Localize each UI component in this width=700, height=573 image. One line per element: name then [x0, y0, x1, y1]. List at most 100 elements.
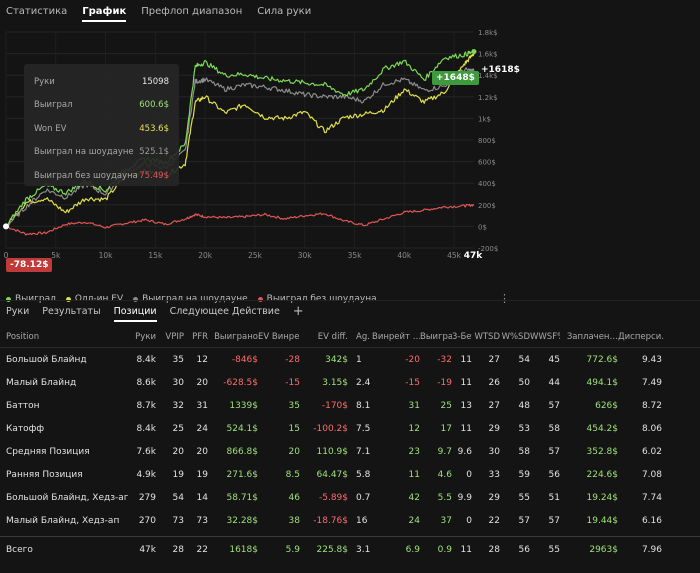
table-cell: 57 — [518, 515, 530, 526]
x-tick-label: 0 — [4, 251, 9, 260]
table-row[interactable]: Малый Блайнд 8.6k 30 20 -628.5$ -15 3.15$ 2.4 -1… — [0, 371, 700, 394]
table-cell: 1618$ — [229, 545, 258, 555]
table-cell: -15 — [405, 377, 420, 388]
table-cell: 626$ — [595, 400, 618, 411]
table-cell: 8.4k — [136, 354, 156, 365]
stat-label: Выиграл без шоудауна — [34, 170, 138, 181]
more-options-icon[interactable]: ⋮ — [499, 292, 510, 305]
table-cell: 6.16 — [641, 515, 662, 526]
column-header[interactable]: 3-Бет — [452, 331, 472, 342]
column-header[interactable]: W%SD — [501, 331, 530, 342]
legend-item[interactable]: Выиграл на шоудауне — [133, 294, 248, 304]
lower-tab[interactable]: Руки — [6, 305, 30, 317]
table-row[interactable]: Большой Блайнд, Хедз-ап 279 54 14 58.71$ 46 -5… — [0, 486, 700, 509]
table-cell: 1 — [356, 354, 362, 365]
table-cell: 57 — [548, 515, 560, 526]
top-tab[interactable]: График — [82, 0, 127, 24]
stat-label: Руки — [34, 76, 55, 87]
table-cell: 8.72 — [641, 400, 662, 411]
table-row[interactable]: Баттон 8.7k 32 31 1339$ 35 -170$ 8.1 31 25 13 27 48 5… — [0, 394, 700, 417]
column-header[interactable]: Руки — [135, 331, 156, 342]
table-cell: 454.2$ — [586, 423, 619, 434]
table-cell: 57 — [548, 400, 560, 411]
x-tick-label: 40k — [397, 251, 412, 260]
y-tick-label: 1.8k$ — [478, 29, 498, 37]
column-header[interactable]: PFR — [192, 331, 208, 342]
add-tab-icon[interactable]: + — [292, 304, 304, 319]
table-cell: 44 — [548, 377, 560, 388]
table-cell: 271.6$ — [226, 469, 259, 480]
column-header[interactable]: Выиграно — [214, 331, 258, 342]
table-cell: 8.1 — [356, 400, 371, 411]
table-cell: 8.06 — [641, 423, 662, 434]
y-tick-label: 800$ — [478, 137, 496, 145]
position-name: Средняя Позиция — [6, 446, 90, 457]
column-header[interactable]: Заплачен… — [566, 331, 618, 342]
y-tick-label: 400$ — [478, 180, 496, 188]
legend-item[interactable]: Олл-ин EV — [65, 294, 123, 304]
top-tab[interactable]: Статистика — [6, 6, 68, 17]
legend-label: Выиграл — [15, 294, 56, 304]
table-cell: 224.6$ — [586, 469, 619, 480]
column-header[interactable]: Position — [6, 331, 40, 342]
table-cell: 73 — [196, 515, 208, 526]
column-header[interactable]: EV diff. — [317, 331, 348, 342]
column-header[interactable]: Ag. — [356, 331, 370, 342]
column-header[interactable]: Выиграно… — [420, 331, 452, 342]
table-cell: 8.5 — [285, 469, 300, 480]
table-row[interactable]: Малый Блайнд, Хедз-ап 270 73 73 32.28$ 38 -18.… — [0, 509, 700, 532]
table-cell: 47k — [139, 545, 156, 555]
lower-tab[interactable]: Результаты — [42, 305, 101, 317]
table-cell: 19.44$ — [586, 515, 619, 526]
x-tick-label: 35k — [348, 251, 363, 260]
column-header[interactable]: WTSD — [474, 331, 500, 342]
table-cell: -628.5$ — [223, 377, 258, 388]
table-cell: 7.1 — [356, 446, 371, 457]
legend-dot-icon — [133, 296, 139, 302]
table-cell: 494.1$ — [586, 377, 619, 388]
table-cell: 25 — [440, 400, 452, 411]
table-cell: 48 — [518, 400, 530, 411]
table-cell: 7.5 — [356, 423, 371, 434]
table-cell: 19 — [196, 469, 208, 480]
legend-item[interactable]: Выиграл без шоудауна — [257, 294, 377, 304]
table-cell: 58 — [518, 446, 530, 457]
table-cell: 31 — [196, 400, 208, 411]
current-value-label: +1618$ — [481, 65, 520, 75]
table-cell: 772.6$ — [586, 354, 619, 365]
stat-value: 453.6$ — [139, 123, 169, 134]
y-tick-label: 1.4k$ — [478, 72, 498, 80]
position-name: Большой Блайнд, Хедз-ап — [6, 492, 128, 503]
table-cell: 22 — [196, 545, 208, 555]
table-row[interactable]: Катофф 8.4k 25 24 524.1$ 15 -100.2$ 7.5 12 17 11 29… — [0, 417, 700, 440]
legend-item[interactable]: Выиграл — [6, 294, 56, 304]
table-cell: 14 — [196, 492, 208, 503]
lower-tab[interactable]: Следующее Действие — [169, 305, 280, 317]
lower-tab[interactable]: Позиции — [113, 301, 157, 323]
legend-label: Выиграл на шоудауне — [142, 294, 248, 304]
column-header[interactable]: VPIP — [165, 331, 184, 342]
table-cell: 12 — [196, 354, 208, 365]
y-tick-label: 600$ — [478, 159, 496, 167]
table-cell: 8.7k — [136, 400, 156, 411]
table-cell: 29 — [488, 492, 500, 503]
table-row[interactable]: Ранняя Позиция 4.9k 19 19 271.6$ 8.5 64.47$ 5.8… — [0, 463, 700, 486]
table-cell: 45 — [548, 354, 560, 365]
lower-tabs: Руки Результаты Позиции Следующее Действие + — [0, 300, 700, 322]
table-cell: 0.9 — [437, 545, 452, 555]
column-header[interactable]: WWSF% — [530, 331, 560, 342]
top-tab[interactable]: Префлоп диапазон — [141, 6, 243, 17]
column-header[interactable]: EV Винре… — [258, 331, 300, 342]
y-tick-label: 200$ — [478, 202, 496, 210]
table-cell: 27 — [488, 354, 500, 365]
winnings-badge: +1648$ — [432, 71, 479, 85]
series-line — [5, 53, 475, 227]
table-cell: 7.74 — [641, 492, 662, 503]
y-tick-label: 1.2k$ — [478, 94, 498, 102]
column-header[interactable]: Дисперси… — [618, 331, 664, 342]
table-cell: 55 — [518, 492, 530, 503]
column-header[interactable]: Винрейт … — [372, 331, 420, 342]
table-row[interactable]: Средняя Позиция 7.6k 20 20 866.8$ 20 110.9$ 7.1… — [0, 440, 700, 463]
table-row[interactable]: Большой Блайнд 8.4k 35 12 -846$ -28 342$ 1 -20 -3… — [0, 348, 700, 371]
top-tab[interactable]: Сила руки — [257, 6, 312, 17]
